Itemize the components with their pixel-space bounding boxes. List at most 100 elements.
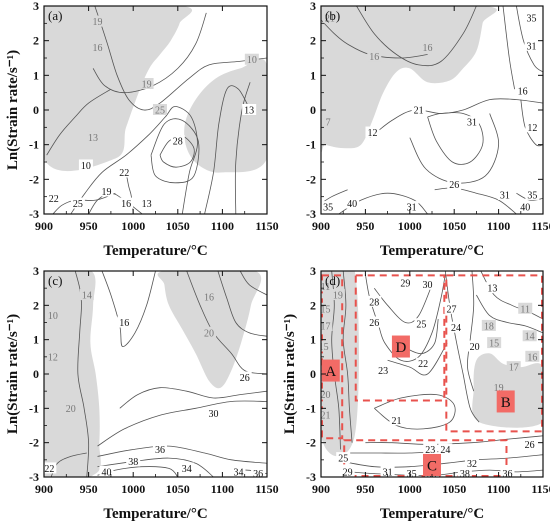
- contour-label: 13: [244, 106, 254, 117]
- y-tick-label: 0: [310, 103, 316, 117]
- domain-label-bg: [391, 335, 410, 358]
- contour-label: 18: [484, 321, 494, 332]
- x-axis-label: Temperature/°C: [103, 243, 207, 259]
- y-tick-label: 0: [310, 367, 316, 381]
- domain-box-d: [354, 274, 446, 402]
- contour-label: 21: [391, 416, 401, 427]
- contour-label-bg: [506, 361, 521, 373]
- contour-label: 10: [48, 311, 58, 322]
- contour-label: 36: [155, 445, 165, 456]
- contour-label-bg: [497, 188, 512, 200]
- contour-label-bg: [70, 197, 85, 209]
- contour-label: 13: [142, 199, 152, 210]
- y-tick-label: 3: [33, 0, 39, 13]
- x-tick-label: 1150: [531, 219, 550, 233]
- contour-label: 19: [142, 80, 152, 91]
- contour-label-bg: [321, 409, 333, 421]
- contour-label: 28: [173, 137, 183, 148]
- contour-label-bg: [420, 278, 435, 290]
- contour-label-bg: [367, 316, 382, 328]
- contour-label: 12: [368, 128, 378, 139]
- contour-line: [70, 106, 198, 214]
- contour-line: [204, 85, 251, 214]
- y-tick-label: 2: [33, 298, 39, 312]
- contour-label-bg: [525, 350, 540, 362]
- contour-label-bg: [414, 318, 429, 330]
- y-tick-label: -2: [306, 436, 316, 450]
- contour-label: 40: [101, 467, 111, 478]
- contour-line: [234, 82, 251, 214]
- y-axis-label: Ln(Strain rate/s⁻¹): [5, 314, 21, 434]
- contour-label-bg: [45, 309, 60, 321]
- contour-label: 36: [502, 469, 512, 480]
- contour-line: [516, 6, 543, 73]
- contour-label-bg: [321, 201, 336, 213]
- contour-label-bg: [367, 295, 382, 307]
- y-tick-label: 1: [310, 68, 316, 82]
- contour-label-bg: [464, 116, 479, 128]
- contour-label: 11: [520, 304, 530, 315]
- x-tick-label: 1100: [211, 219, 234, 233]
- y-tick-label: 3: [33, 264, 39, 278]
- contour-label-bg: [389, 414, 404, 426]
- contour-line: [516, 192, 543, 201]
- contour-label-bg: [237, 371, 252, 383]
- x-tick-label: 1000: [121, 219, 145, 233]
- contour-label: 25: [73, 199, 83, 210]
- contour-label-bg: [117, 316, 132, 328]
- contour-label: 21: [414, 106, 424, 117]
- contour-label-bg: [244, 53, 259, 65]
- contour-label-bg: [447, 178, 462, 190]
- y-tick-label: 2: [310, 34, 316, 48]
- x-tick-label: 1050: [442, 482, 466, 496]
- contour-label: 27: [447, 304, 457, 315]
- contour-label: 11: [321, 282, 331, 293]
- contour-label-bg: [321, 388, 333, 400]
- contour-label: 13: [487, 284, 497, 295]
- contour-label: 14: [525, 332, 535, 343]
- contour-label: 16: [423, 43, 433, 54]
- contour-label: 22: [49, 194, 59, 205]
- contour-label: 20: [66, 404, 76, 415]
- domain-label-d: D: [395, 340, 406, 356]
- contour-label: 24: [451, 323, 461, 334]
- contour-label-bg: [380, 465, 395, 477]
- y-tick-label: 0: [33, 367, 39, 381]
- y-tick-label: 3: [310, 0, 316, 13]
- contour-label: 16: [93, 43, 103, 54]
- contour-label: 14: [82, 291, 92, 302]
- contour-label-bg: [416, 357, 431, 369]
- contour-label: 15: [489, 339, 499, 350]
- contour-line: [502, 6, 515, 90]
- contour-line: [186, 271, 267, 375]
- contour-line: [331, 271, 341, 450]
- y-tick-label: -1: [29, 138, 39, 152]
- y-tick-label: -3: [306, 470, 316, 484]
- domain-box-a: [321, 274, 344, 440]
- contour-label: 22: [418, 359, 428, 370]
- contour-label-bg: [79, 289, 94, 301]
- contour-label-bg: [345, 197, 360, 209]
- contour-label-bg: [524, 39, 539, 51]
- contour-label: 24: [440, 445, 450, 456]
- contour-label-bg: [152, 104, 167, 115]
- contour-label-bg: [448, 321, 463, 333]
- y-tick-label: -3: [29, 470, 39, 484]
- contour-label-bg: [86, 131, 101, 143]
- contour-label: 13: [88, 133, 98, 144]
- contour-label-bg: [420, 41, 435, 53]
- contour-label-bg: [99, 465, 114, 477]
- contour-label: 35: [526, 14, 536, 25]
- contour-label: 16: [527, 352, 537, 363]
- contour-label-bg: [491, 381, 506, 393]
- contour-label: 20: [320, 390, 330, 401]
- contour-label: 30: [208, 409, 218, 420]
- domain-label-bg: [321, 359, 340, 382]
- x-tick-label: 950: [356, 482, 374, 496]
- contour-label: 25: [416, 320, 426, 331]
- contour-label: 30: [423, 280, 433, 291]
- contour-label-bg: [515, 84, 530, 96]
- contour-line: [97, 457, 214, 477]
- y-axis-label: Ln(Strain rate/s⁻¹): [5, 50, 21, 170]
- contour-label: 34: [182, 464, 192, 475]
